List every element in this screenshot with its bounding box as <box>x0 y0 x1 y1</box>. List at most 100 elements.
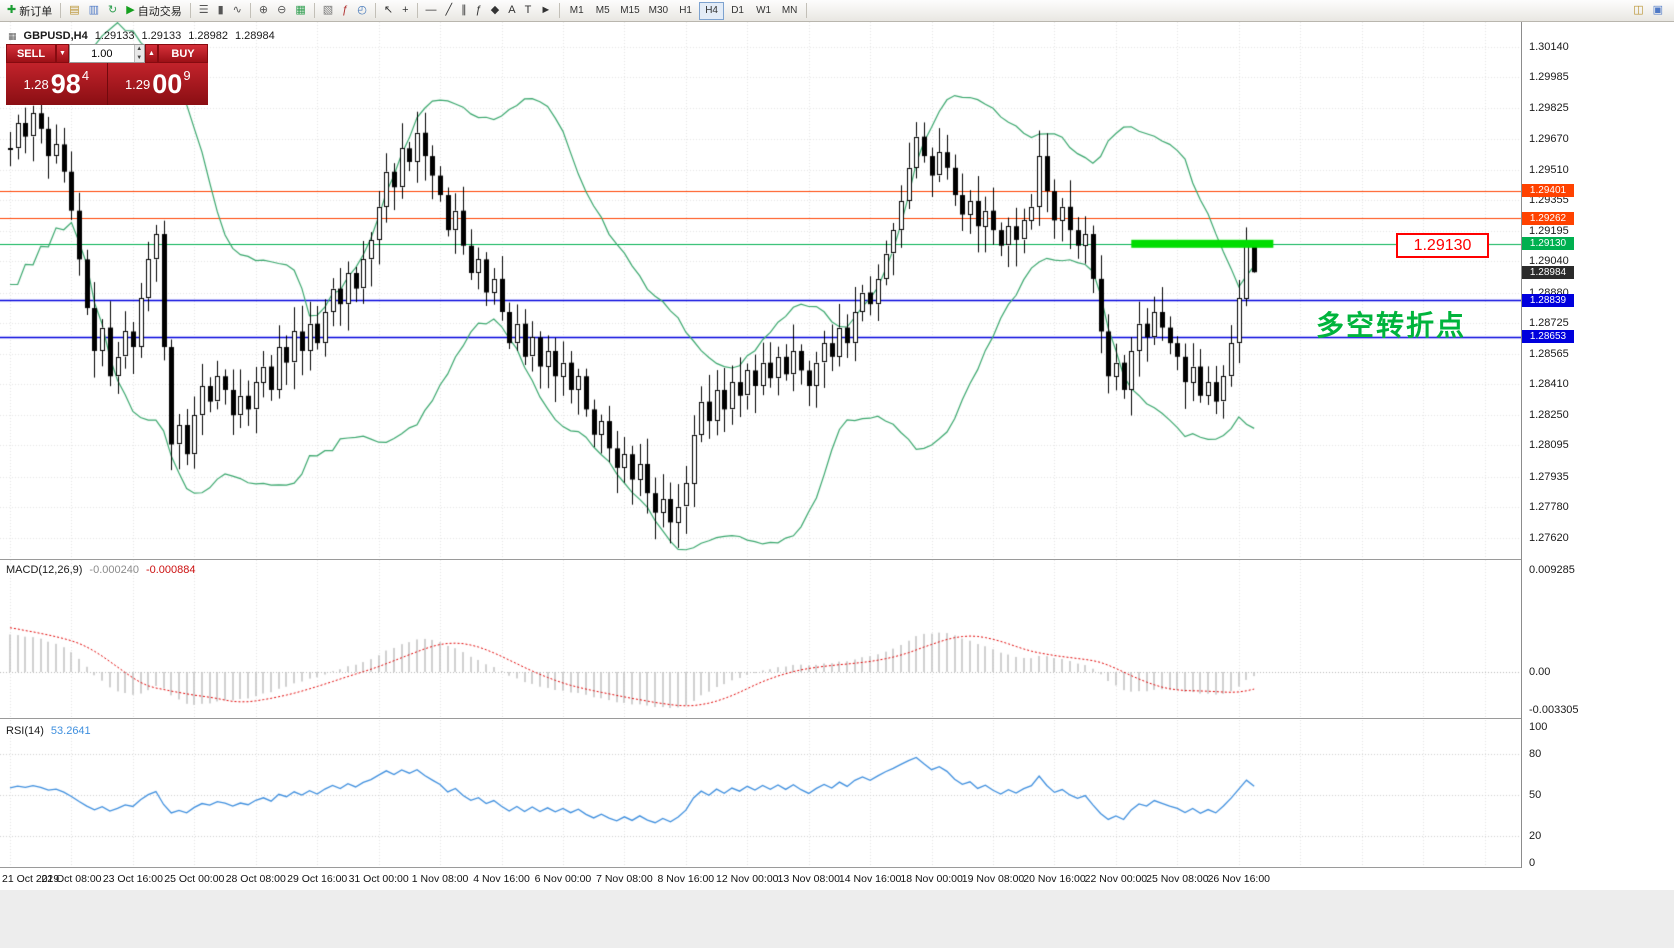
horizontal-line-button[interactable]: ― <box>422 1 441 20</box>
new-order-button[interactable]: ✚ 新订单 <box>3 1 56 20</box>
navigator-button[interactable]: ▧ <box>319 1 337 20</box>
profiles-button[interactable]: ▥ <box>85 1 103 20</box>
text-button[interactable]: A <box>504 1 519 20</box>
macd-value: -0.000240 <box>89 564 139 576</box>
timeframe-h1-button[interactable]: H1 <box>673 2 698 20</box>
time-axis-label: 1 Nov 08:00 <box>411 873 469 885</box>
timeframe-h4-button[interactable]: H4 <box>699 1 725 20</box>
pane-separator[interactable] <box>0 559 1674 560</box>
period-settings-button[interactable]: ◴ <box>353 1 371 20</box>
price-level-tag: 1.29262 <box>1522 211 1574 225</box>
buy-button[interactable]: BUY <box>158 44 208 63</box>
fibonacci-icon: ƒ <box>475 4 482 16</box>
rsi-canvas[interactable] <box>0 720 1521 868</box>
community-button[interactable]: ▣ <box>1649 1 1667 20</box>
lot-spinner: ▲ ▼ <box>133 45 144 62</box>
arrows-button[interactable]: ► <box>536 1 555 20</box>
window-bottom-area <box>0 890 1674 948</box>
price-axis-label: 1.28565 <box>1529 347 1569 360</box>
autotrade-button[interactable]: ▶ 自动交易 <box>122 1 185 20</box>
fibonacci-button[interactable]: ƒ <box>472 1 486 20</box>
time-axis-label: 28 Oct 08:00 <box>225 873 286 885</box>
price-axis-label: 1.27780 <box>1529 500 1569 513</box>
cursor-button[interactable]: ↖ <box>380 1 397 20</box>
buy-price-panel[interactable]: 1.29 00 9 <box>107 63 208 105</box>
time-axis-label: 22 Nov 00:00 <box>1084 873 1148 885</box>
price-axis-label: 1.28095 <box>1529 439 1569 452</box>
macd-canvas[interactable] <box>0 560 1521 717</box>
triangle-up-icon: ▲ <box>148 50 155 57</box>
price-axis-label: 1.29825 <box>1529 102 1569 115</box>
pane-separator[interactable] <box>0 867 1674 868</box>
depth-of-market-icon: ◫ <box>1633 4 1644 16</box>
chart-line-icon: ∿ <box>232 4 242 16</box>
rsi-label-row: RSI(14) 53.2641 <box>6 725 91 737</box>
tile-windows-button[interactable]: ▦ <box>291 1 309 20</box>
price-axis-label: 1.29195 <box>1529 225 1569 238</box>
lot-size-input[interactable] <box>70 45 134 62</box>
macd-axis-label: -0.003305 <box>1529 704 1579 716</box>
timeframe-m30-button[interactable]: M30 <box>645 2 672 20</box>
chart-line-button[interactable]: ∿ <box>229 1 246 20</box>
time-axis-label: 31 Oct 00:00 <box>348 873 409 885</box>
timeframe-m1-button[interactable]: M1 <box>564 2 589 20</box>
chart-candles-icon: ▮ <box>217 4 224 16</box>
zoom-in-button[interactable]: ⊕ <box>255 1 272 20</box>
depth-of-market-button[interactable]: ◫ <box>1629 1 1647 20</box>
time-axis-label: 22 Oct 08:00 <box>41 873 102 885</box>
equidistant-channel-button[interactable]: ∥ <box>457 1 471 20</box>
chart-candles-button[interactable]: ▮ <box>214 1 228 20</box>
rsi-axis-label: 100 <box>1529 721 1548 733</box>
crosshair-button[interactable]: + <box>398 1 412 20</box>
time-axis-label: 25 Nov 08:00 <box>1146 873 1209 885</box>
charts-cascade-button[interactable]: ▤ <box>65 1 83 20</box>
profiles-icon: ▥ <box>88 4 100 16</box>
price-axis-label: 1.27935 <box>1529 470 1569 483</box>
sell-price-panel[interactable]: 1.28 98 4 <box>6 63 108 105</box>
indicators-list-button[interactable]: ƒ <box>338 1 352 20</box>
price-scale[interactable]: 1.30140 1.29985 1.29825 1.29670 1.29510 1.293… <box>1521 22 1674 869</box>
trendline-button[interactable]: ╱ <box>442 1 457 20</box>
lot-increase-button[interactable]: ▲ <box>145 44 158 63</box>
price-axis-label: 1.28250 <box>1529 409 1569 422</box>
timeframe-d1-button[interactable]: D1 <box>725 2 750 20</box>
macd-axis-label: 0.009285 <box>1529 564 1575 576</box>
refresh-button[interactable]: ↻ <box>104 1 121 20</box>
lot-spin-up-button[interactable]: ▲ <box>134 45 144 54</box>
zoom-out-icon: ⊖ <box>277 4 287 16</box>
time-axis[interactable]: 21 Oct 2019 22 Oct 08:00 23 Oct 16:00 25 Oc… <box>0 868 1674 890</box>
timeframe-mn-button[interactable]: MN <box>777 2 802 20</box>
pane-separator[interactable] <box>0 718 1674 719</box>
time-axis-label: 8 Nov 16:00 <box>657 873 715 885</box>
price-axis-label: 1.29670 <box>1529 132 1569 145</box>
timeframe-w1-button[interactable]: W1 <box>751 2 776 20</box>
timeframe-m5-button[interactable]: M5 <box>590 2 615 20</box>
shapes-icon: ◆ <box>490 4 500 16</box>
turning-point-annotation[interactable]: 多空转折点 <box>1316 310 1467 341</box>
sell-button[interactable]: SELL <box>6 44 56 63</box>
chart-window: ▦ GBPUSD,H4 1.29133 1.29133 1.28982 1.28… <box>0 22 1674 948</box>
new-order-label: 新订单 <box>19 5 53 18</box>
shapes-button[interactable]: ◆ <box>487 1 503 20</box>
lot-spin-down-button[interactable]: ▼ <box>134 53 144 62</box>
zoom-out-button[interactable]: ⊖ <box>273 1 290 20</box>
arrows-icon: ► <box>540 4 552 16</box>
price-callout-box[interactable]: 1.29130 <box>1396 233 1489 258</box>
timeframe-m15-button[interactable]: M15 <box>616 2 643 20</box>
text-label-button[interactable]: T <box>521 1 536 20</box>
chart-ohlc-readout: ▦ GBPUSD,H4 1.29133 1.29133 1.28982 1.28… <box>8 30 275 42</box>
price-axis-label: 1.29985 <box>1529 71 1569 84</box>
low-value: 1.28982 <box>188 30 228 42</box>
toolbar-separator <box>313 3 315 18</box>
price-chart-canvas[interactable] <box>0 22 1521 559</box>
one-click-prices-row: 1.28 98 4 1.29 00 9 <box>6 63 208 105</box>
lot-decrease-button[interactable]: ▼ <box>56 44 69 63</box>
toolbar-separator <box>249 3 251 18</box>
rsi-axis-label: 0 <box>1529 857 1536 869</box>
chart-bars-icon: ☰ <box>198 4 209 16</box>
equidistant-channel-icon: ∥ <box>461 4 467 16</box>
price-level-tag: 1.29401 <box>1522 184 1574 198</box>
chart-bars-button[interactable]: ☰ <box>195 1 213 20</box>
triangle-down-icon: ▼ <box>59 50 66 57</box>
